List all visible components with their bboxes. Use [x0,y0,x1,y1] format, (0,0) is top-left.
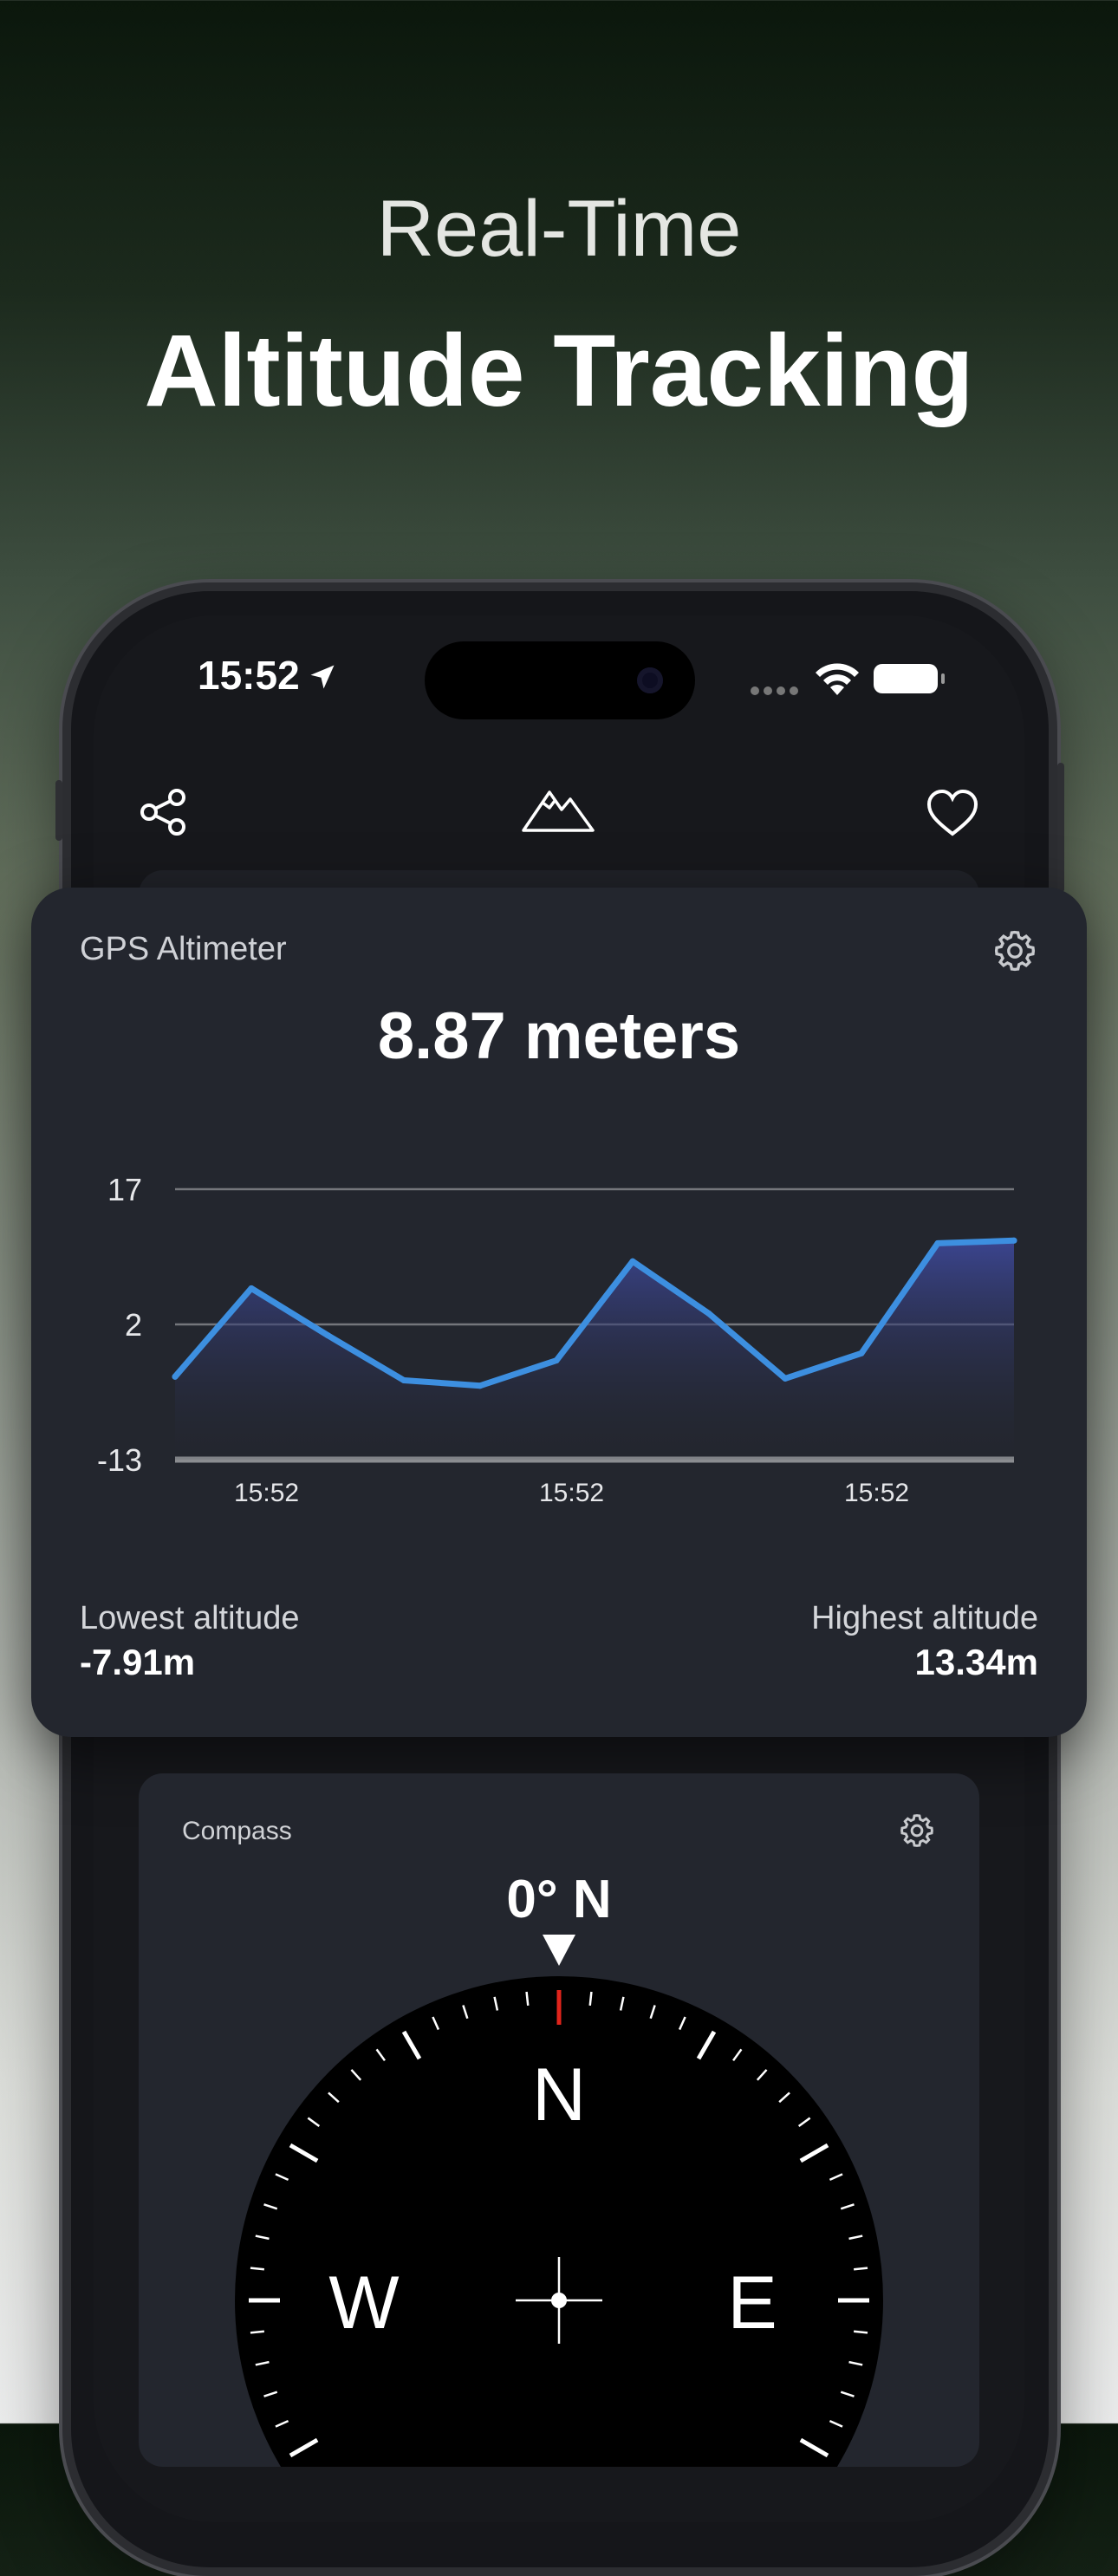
compass-tick [853,2330,868,2334]
heart-icon[interactable] [926,789,979,837]
altimeter-title: GPS Altimeter [80,931,287,967]
chart-point [934,1239,941,1246]
compass-letter-n: N [532,2053,586,2137]
compass-tick [848,2360,863,2366]
chart-point [477,1382,484,1389]
compass-tick [797,2117,811,2127]
location-arrow-icon [310,665,335,689]
compass-dial[interactable]: N W E [139,1773,979,2467]
compass-tick [350,2069,362,2081]
x-tick-label: 15:52 [234,1479,299,1507]
heading-pointer [543,1935,575,1966]
highest-altitude-value: 13.34m [914,1642,1038,1682]
compass-tick [732,2048,743,2062]
phone-power-button [1057,763,1064,893]
compass-tick [263,2391,278,2397]
chart-point [782,1375,789,1382]
share-icon[interactable] [139,787,189,837]
compass-tick [255,2360,270,2366]
compass-tick [649,2005,656,2020]
chart-point [1011,1237,1017,1244]
compass-tick [328,2091,340,2104]
compass-tick [696,2030,717,2060]
compass-tick [401,2030,422,2060]
compass-tick [840,2203,855,2210]
compass-tick [250,2267,265,2271]
compass-tick [829,2173,843,2182]
x-tick-label: 15:52 [539,1479,604,1507]
compass-tick [432,2016,440,2031]
chart-point [705,1311,712,1317]
y-tick-label: 17 [107,1172,142,1207]
highest-altitude-label: Highest altitude [811,1600,1038,1636]
compass-tick [778,2091,790,2104]
camera-icon [637,667,663,693]
chart-point [400,1376,407,1383]
status-time: 15:52 [198,652,338,699]
compass-tick [493,1996,499,2011]
compass-tick [588,1991,593,2007]
chart-point [858,1350,865,1356]
chart-point [629,1258,636,1265]
compass-letter-w: W [328,2261,399,2345]
compass-tick [307,2117,321,2127]
compass-tick [756,2069,768,2081]
mountain-icon[interactable] [520,778,596,836]
chart-point [553,1357,560,1364]
compass-tick [462,2005,469,2020]
lowest-altitude-label: Lowest altitude [80,1600,300,1636]
chart-line [172,1237,1017,1389]
chart-point [324,1331,331,1338]
compass-heading: 0° N [506,1870,612,1929]
altitude-chart: 17 2 -13 15:52 15:52 15:52 [97,1172,1017,1507]
altimeter-card: GPS Altimeter 8.87 meters 17 2 -13 15:52 15… [31,888,1087,1737]
gear-icon[interactable] [991,927,1038,974]
compass-letter-e: E [727,2261,777,2345]
y-tick-label: 2 [125,1307,142,1343]
hero-subtitle: Real-Time [376,185,742,273]
cellular-signal-icon [751,686,798,695]
x-tick-label: 15:52 [844,1479,909,1507]
compass-title: Compass [182,1817,292,1845]
compass-face [235,1976,883,2467]
phone-action-button [55,780,62,841]
compass-tick [289,2143,319,2163]
compass-tick [848,2234,863,2241]
hero-title: Altitude Tracking [144,314,974,428]
chart-point [172,1373,179,1380]
compass-tick [799,2143,829,2163]
chart-area [175,1240,1014,1460]
compass-tick [525,1991,530,2007]
compass-tick [255,2234,270,2241]
wifi-icon [816,663,859,695]
compass-card: Compass 0° N N W E [139,1773,979,2467]
y-tick-label: -13 [97,1442,142,1478]
compass-tick [840,2391,855,2397]
compass-tick [263,2203,278,2210]
compass-tick [853,2267,868,2271]
compass-tick [619,1996,625,2011]
compass-tick [678,2016,686,2031]
battery-icon [874,664,945,693]
chart-point [248,1285,255,1291]
compass-tick [275,2173,289,2182]
lowest-altitude-value: -7.91m [80,1642,196,1682]
compass-tick [375,2048,386,2062]
compass-center [551,2293,567,2308]
compass-tick [250,2330,265,2334]
gear-icon[interactable] [898,1812,936,1850]
altitude-value: 8.87 meters [377,999,741,1073]
